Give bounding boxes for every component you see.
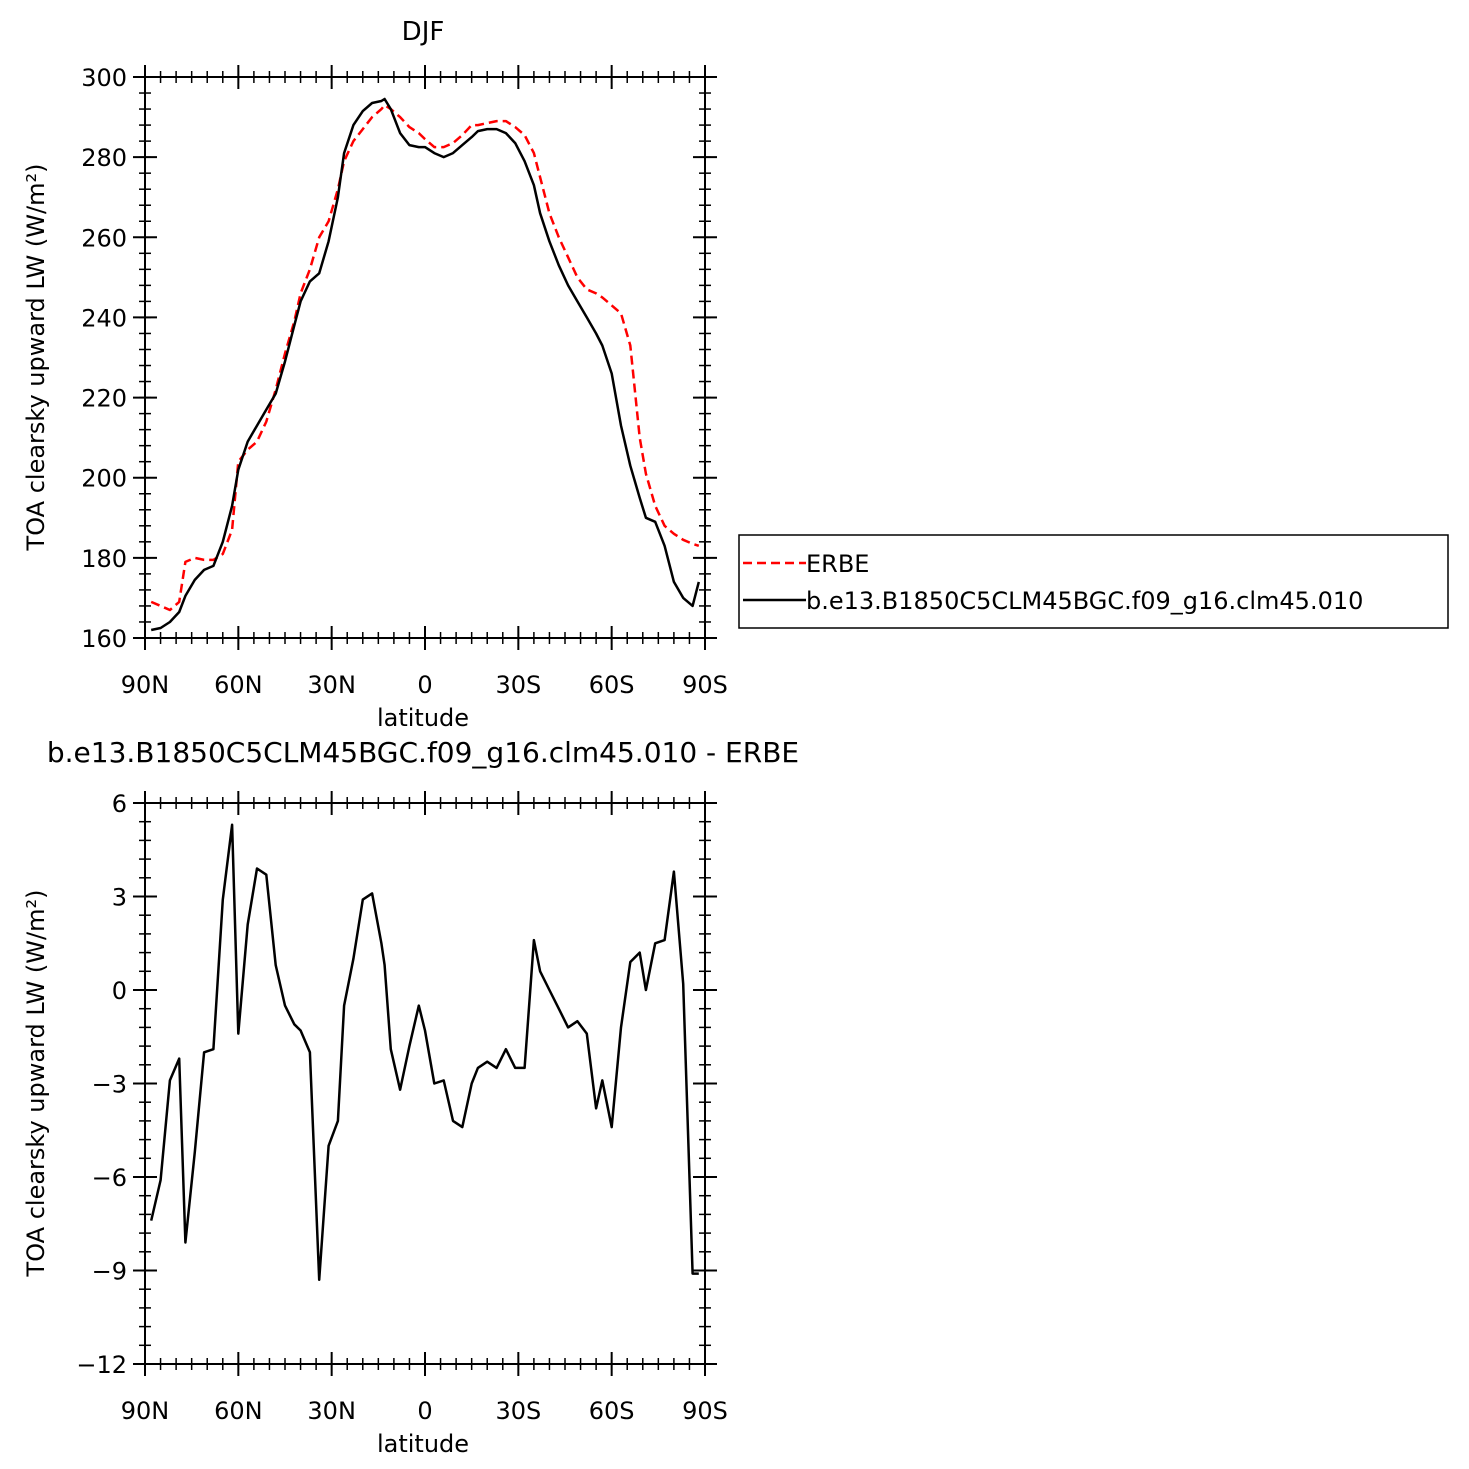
series-line-model bbox=[150, 97, 701, 632]
x-tick-label: 0 bbox=[417, 1397, 432, 1425]
top-y-tick-labels: 160 180 200 220 240 260 280 300 bbox=[81, 64, 127, 653]
y-tick-label: 300 bbox=[81, 64, 127, 92]
x-tick-label: 30S bbox=[495, 1397, 541, 1425]
x-tick-label: 0 bbox=[417, 671, 432, 699]
y-tick-label: 200 bbox=[81, 465, 127, 493]
top-panel: DJF 160 180 200 220 240 260 280 300 90N 60N 30N 0 3… bbox=[22, 17, 728, 732]
x-tick-label: 30N bbox=[307, 671, 356, 699]
top-series-group bbox=[150, 97, 701, 632]
x-tick-label: 30S bbox=[495, 671, 541, 699]
y-tick-label: −6 bbox=[92, 1164, 127, 1192]
bottom-plot-frame bbox=[144, 802, 706, 1365]
top-y-axis-label: TOA clearsky upward LW (W/m²) bbox=[22, 164, 50, 552]
bottom-axes-ticks bbox=[133, 791, 717, 1376]
x-tick-label: 60S bbox=[589, 671, 635, 699]
legend: ERBE b.e13.B1850C5CLM45BGC.f09_g16.clm45… bbox=[738, 534, 1449, 629]
legend-label-erbe: ERBE bbox=[806, 550, 869, 578]
bottom-series-group bbox=[149, 823, 699, 1282]
y-tick-label: 6 bbox=[112, 790, 127, 818]
x-tick-label: 90N bbox=[121, 1397, 170, 1425]
bottom-chart-title: b.e13.B1850C5CLM45BGC.f09_g16.clm45.010 … bbox=[47, 736, 799, 769]
y-tick-label: 220 bbox=[81, 385, 127, 413]
y-tick-label: 280 bbox=[81, 144, 127, 172]
legend-label-model: b.e13.B1850C5CLM45BGC.f09_g16.clm45.010 bbox=[806, 587, 1363, 615]
top-plot-frame bbox=[144, 76, 706, 639]
y-tick-label: 240 bbox=[81, 304, 127, 332]
y-tick-label: 3 bbox=[112, 884, 127, 912]
series-line-difference bbox=[149, 823, 699, 1282]
x-tick-label: 90N bbox=[121, 671, 170, 699]
y-tick-label: 260 bbox=[81, 224, 127, 252]
x-tick-label: 60S bbox=[589, 1397, 635, 1425]
bottom-y-axis-label: TOA clearsky upward LW (W/m²) bbox=[22, 890, 50, 1278]
x-tick-label: 90S bbox=[682, 1397, 728, 1425]
top-axes-ticks bbox=[133, 65, 717, 650]
top-x-axis-label: latitude bbox=[377, 704, 469, 732]
series-line-erbe bbox=[150, 103, 700, 612]
y-tick-label: −3 bbox=[92, 1071, 127, 1099]
bottom-x-axis-label: latitude bbox=[377, 1430, 469, 1458]
legend-box bbox=[738, 534, 1449, 629]
top-chart-title: DJF bbox=[402, 17, 445, 47]
y-tick-label: 0 bbox=[112, 977, 127, 1005]
x-tick-label: 60N bbox=[214, 671, 263, 699]
y-tick-label: −9 bbox=[92, 1258, 127, 1286]
top-x-tick-labels: 90N 60N 30N 0 30S 60S 90S bbox=[121, 671, 728, 699]
y-tick-label: 180 bbox=[81, 545, 127, 573]
x-tick-label: 60N bbox=[214, 1397, 263, 1425]
x-tick-label: 90S bbox=[682, 671, 728, 699]
y-tick-label: −12 bbox=[76, 1351, 127, 1379]
x-tick-label: 30N bbox=[307, 1397, 356, 1425]
bottom-x-tick-labels: 90N 60N 30N 0 30S 60S 90S bbox=[121, 1397, 728, 1425]
bottom-y-tick-labels: −12 −9 −6 −3 0 3 6 bbox=[76, 790, 127, 1379]
y-tick-label: 160 bbox=[81, 625, 127, 653]
bottom-panel: b.e13.B1850C5CLM45BGC.f09_g16.clm45.010 … bbox=[22, 736, 799, 1458]
